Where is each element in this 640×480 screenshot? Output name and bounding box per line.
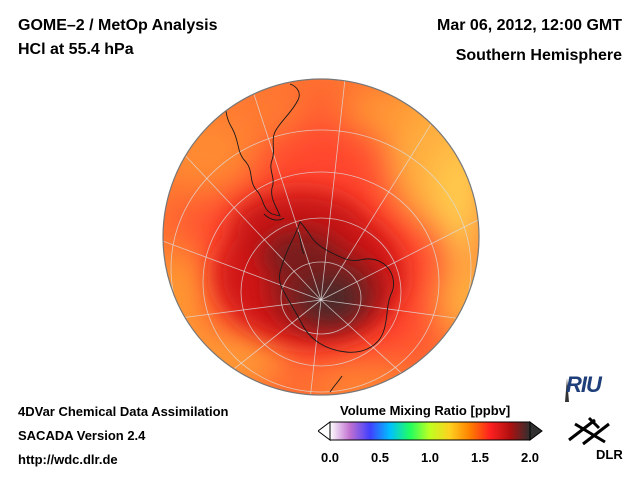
colorbar [318, 421, 543, 441]
riu-logo: RIU [566, 372, 602, 397]
species-level-label: HCl at 55.4 hPa [18, 41, 134, 58]
colorbar-ramp [329, 421, 531, 441]
colorbar-tick-label: 2.0 [520, 450, 540, 465]
riu-logo-mark [565, 378, 569, 402]
colorbar-tick-label: 0.0 [320, 450, 340, 465]
website-link[interactable]: http://wdc.dlr.de [18, 452, 118, 467]
product-title: GOME–2 / MetOp Analysis [18, 17, 218, 34]
colorbar-tick-label: 1.0 [420, 450, 440, 465]
assimilation-label: 4DVar Chemical Data Assimilation [18, 404, 229, 419]
colorbar-tick-label: 0.5 [370, 450, 390, 465]
colorbar-tick-label: 1.5 [470, 450, 490, 465]
hemisphere-label: Southern Hemisphere [455, 47, 622, 64]
version-label: SACADA Version 2.4 [18, 428, 146, 443]
date-time-label: Mar 06, 2012, 12:00 GMT [437, 17, 622, 34]
dlr-logo-text: DLR [596, 447, 623, 462]
colorbar-title: Volume Mixing Ratio [ppbv] [340, 403, 511, 418]
colorbar-max-arrow [529, 421, 543, 441]
colorbar-min-arrow [318, 421, 331, 441]
dlr-logo-icon [568, 416, 610, 446]
